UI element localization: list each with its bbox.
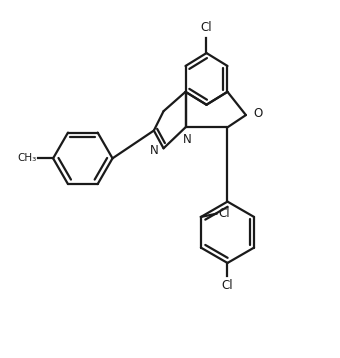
- Text: N: N: [150, 144, 159, 158]
- Text: N: N: [183, 133, 191, 146]
- Text: Cl: Cl: [218, 207, 230, 219]
- Text: Cl: Cl: [201, 21, 212, 34]
- Text: CH₃: CH₃: [17, 153, 36, 163]
- Text: Cl: Cl: [222, 279, 233, 292]
- Text: O: O: [253, 107, 262, 120]
